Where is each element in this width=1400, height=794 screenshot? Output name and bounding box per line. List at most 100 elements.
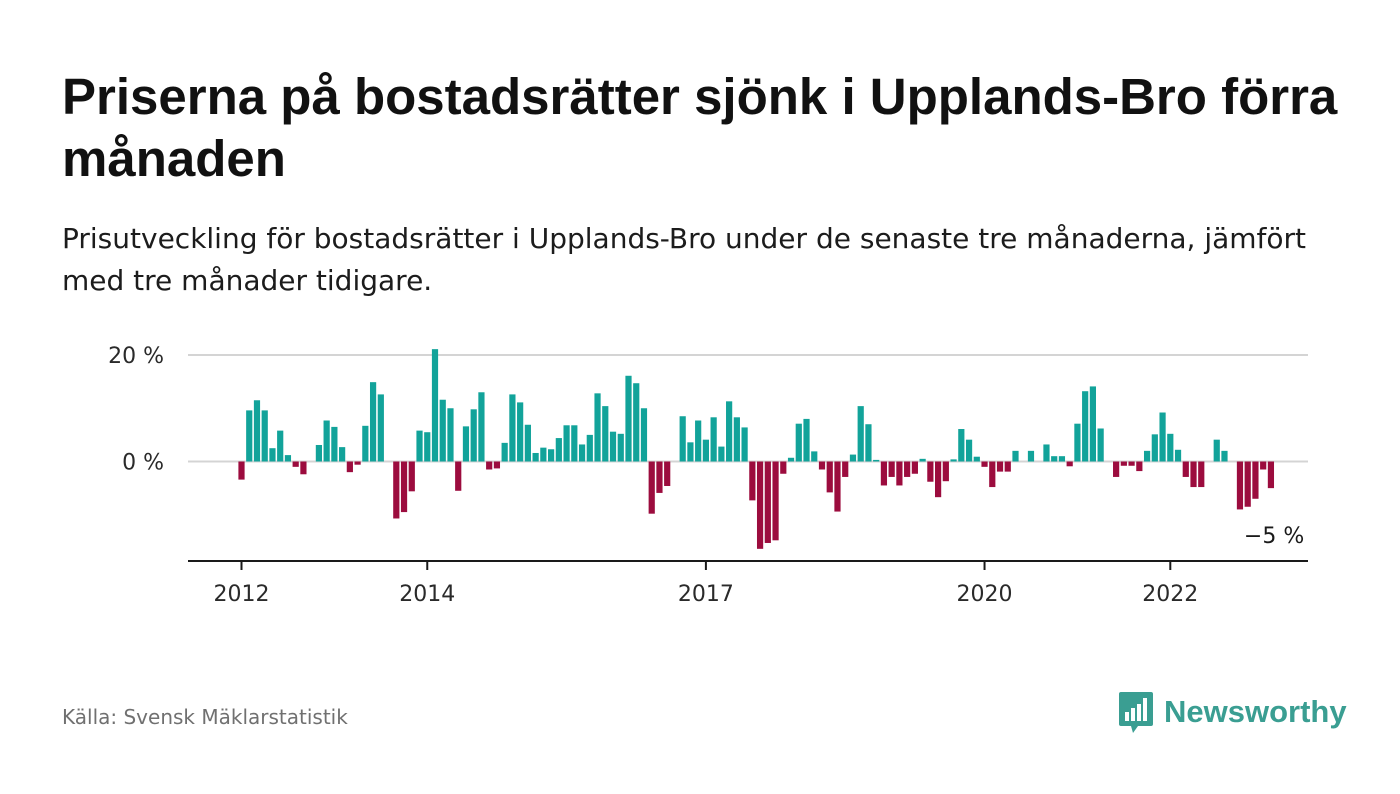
x-axis xyxy=(188,560,1308,570)
bar-positive xyxy=(315,444,322,462)
bar-positive xyxy=(873,459,880,462)
bar-negative xyxy=(493,461,501,469)
bar-positive xyxy=(416,430,423,462)
bar-negative xyxy=(648,461,655,514)
bar-negative xyxy=(834,461,841,512)
bar-positive xyxy=(524,424,531,462)
bar-positive xyxy=(1012,450,1019,462)
bar-negative xyxy=(996,461,1004,472)
bar-negative xyxy=(826,461,833,493)
bar-negative xyxy=(393,461,400,519)
bar-positive xyxy=(726,401,733,462)
bar-negative xyxy=(888,461,895,477)
bar-positive xyxy=(733,417,740,462)
bar-positive xyxy=(865,424,872,462)
bar-negative xyxy=(1136,461,1143,472)
chart-labels: 0 % 20 % 2012 2014 2017 2020 2022 −5 % xyxy=(108,344,1306,607)
bar-negative xyxy=(1182,461,1189,477)
bar-positive xyxy=(1151,434,1158,462)
bar-negative xyxy=(1066,461,1073,467)
bar-positive xyxy=(617,433,624,462)
bar-negative xyxy=(1128,461,1135,466)
bar-positive xyxy=(548,449,555,462)
bar-negative xyxy=(1244,461,1251,507)
bar-positive xyxy=(602,406,609,462)
brand-name: Newsworthy xyxy=(1164,694,1347,729)
bar-positive xyxy=(919,458,926,462)
chart-subtitle: Prisutveckling för bostadsrätter i Uppla… xyxy=(62,222,1307,297)
bar-positive xyxy=(377,394,384,462)
bar-positive xyxy=(578,444,586,462)
bar-negative xyxy=(1190,461,1197,488)
bar-positive xyxy=(478,392,485,462)
bar-negative xyxy=(1120,461,1127,466)
bar-negative xyxy=(1198,461,1205,488)
source-note: Källa: Svensk Mäklarstatistik xyxy=(62,705,348,729)
bar-negative xyxy=(1252,461,1259,499)
bar-positive xyxy=(710,417,717,462)
bar-negative xyxy=(911,461,918,474)
x-tick-label: 2014 xyxy=(399,582,455,607)
bar-positive xyxy=(950,459,957,462)
bars xyxy=(238,349,1275,549)
bar-positive xyxy=(447,408,454,462)
x-tick-label: 2020 xyxy=(957,582,1013,607)
bar-negative xyxy=(942,461,949,482)
bar-positive xyxy=(462,426,470,462)
bar-positive xyxy=(1089,386,1096,462)
bar-negative xyxy=(1267,461,1275,489)
bar-positive xyxy=(1082,391,1089,462)
bar-positive xyxy=(695,420,702,462)
bar-positive xyxy=(594,393,601,462)
bar-negative xyxy=(664,461,671,486)
last-value-label: −5 % xyxy=(1244,524,1304,549)
bar-negative xyxy=(764,461,771,543)
bar-positive xyxy=(958,429,965,462)
bar-negative xyxy=(772,461,779,541)
bar-positive xyxy=(803,418,810,462)
bar-positive xyxy=(1159,412,1166,462)
y-tick-label: 0 % xyxy=(122,451,164,476)
bar-negative xyxy=(981,461,988,467)
grid-lines xyxy=(188,354,1308,463)
bar-negative xyxy=(842,461,849,477)
bar-positive xyxy=(555,438,562,462)
bar-negative xyxy=(756,461,764,549)
bar-positive xyxy=(1074,423,1081,462)
bar-negative xyxy=(880,461,888,486)
bar-positive xyxy=(1213,439,1220,462)
bar-positive xyxy=(973,456,980,462)
bar-positive xyxy=(1097,428,1104,462)
bar-positive xyxy=(323,420,330,462)
bar-negative xyxy=(300,461,307,475)
bar-positive xyxy=(439,399,446,462)
bar-negative xyxy=(927,461,934,482)
x-tick-label: 2012 xyxy=(214,582,270,607)
bar-negative xyxy=(656,461,663,493)
y-tick-label: 20 % xyxy=(108,344,164,369)
bar-negative xyxy=(1113,461,1120,477)
bar-negative xyxy=(1236,461,1244,510)
bar-negative xyxy=(455,461,462,491)
bar-positive xyxy=(532,452,539,462)
bar-positive xyxy=(787,457,795,462)
bar-positive xyxy=(253,400,261,462)
bar-positive xyxy=(811,451,818,462)
bar-positive xyxy=(702,439,709,462)
brand-logo[interactable]: Newsworthy xyxy=(1118,690,1347,734)
bar-positive xyxy=(1143,450,1151,462)
bar-positive xyxy=(269,448,276,462)
bar-positive xyxy=(741,427,748,462)
bar-negative xyxy=(904,461,911,477)
bar-negative xyxy=(989,461,996,488)
bar-positive xyxy=(640,408,648,462)
bar-positive xyxy=(1027,450,1035,462)
bar-negative xyxy=(749,461,756,501)
bar-positive xyxy=(261,410,268,462)
bar-positive xyxy=(1167,433,1174,462)
bar-positive xyxy=(609,431,617,462)
bar-positive xyxy=(339,447,346,462)
bar-negative xyxy=(896,461,903,486)
bar-positive xyxy=(246,410,253,462)
